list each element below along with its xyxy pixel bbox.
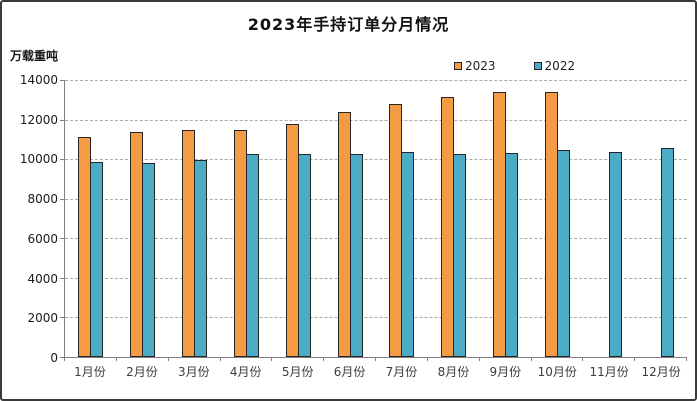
x-axis-tick bbox=[426, 357, 428, 361]
x-axis-tick bbox=[582, 357, 584, 361]
bar-group-11月份 bbox=[583, 80, 635, 357]
x-tick-label-3月份: 3月份 bbox=[177, 365, 210, 379]
x-axis-labels: 1月份 2月份 3月份 4月份 5月份 6月份 7月份 8月份 9月份 10月份 11月份 12月份 bbox=[64, 363, 687, 380]
legend-label-2023: 2023 bbox=[465, 59, 496, 73]
y-tick-label-0: 0 bbox=[50, 351, 58, 365]
bar-group-6月份 bbox=[324, 80, 376, 357]
legend-item-2022: 2022 bbox=[533, 59, 576, 73]
x-tick-label-10月份: 10月份 bbox=[537, 365, 577, 379]
y-tick-label-6000: 6000 bbox=[27, 231, 58, 246]
x-axis-tick bbox=[375, 357, 376, 361]
gridline-12000 bbox=[65, 119, 687, 121]
bar-groups bbox=[65, 80, 687, 357]
x-tick-label-6月份: 6月份 bbox=[333, 365, 366, 379]
x-tick-label-9月份: 9月份 bbox=[489, 365, 522, 379]
bar-2022-11月份 bbox=[608, 152, 622, 357]
y-axis-unit-label: 万载重吨 bbox=[10, 49, 59, 63]
x-axis-tick bbox=[530, 357, 532, 361]
x-tick-label-1月份: 1月份 bbox=[74, 365, 106, 379]
y-tick-label-12000: 12000 bbox=[19, 112, 58, 127]
y-tick-label-2000: 2000 bbox=[27, 311, 58, 326]
bar-group-2月份 bbox=[117, 80, 169, 357]
bar-group-5月份 bbox=[272, 80, 324, 357]
bar-2022-12月份 bbox=[660, 148, 674, 357]
y-tick-label-8000: 8000 bbox=[27, 192, 58, 207]
bar-group-12月份 bbox=[635, 80, 687, 357]
bar-2022-4月份 bbox=[245, 154, 259, 357]
x-tick-label-5月份: 5月份 bbox=[281, 365, 314, 379]
y-axis-tick bbox=[60, 119, 65, 121]
bar-group-7月份 bbox=[376, 80, 428, 357]
gridline-2000 bbox=[65, 317, 687, 319]
bar-2022-8月份 bbox=[453, 154, 467, 357]
bar-2022-5月份 bbox=[297, 154, 311, 357]
y-axis-tick bbox=[60, 159, 65, 161]
bar-2022-10月份 bbox=[556, 150, 570, 357]
x-tick-label-2月份: 2月份 bbox=[126, 365, 158, 379]
gridline-8000 bbox=[65, 198, 687, 200]
bar-2022-2月份 bbox=[142, 163, 156, 357]
bar-group-8月份 bbox=[428, 80, 480, 357]
bar-group-1月份 bbox=[65, 80, 117, 357]
plot-area bbox=[60, 80, 687, 361]
legend-label-2022: 2022 bbox=[544, 59, 576, 73]
x-axis-tick bbox=[478, 357, 480, 361]
bar-2022-9月份 bbox=[505, 152, 519, 357]
bar-group-4月份 bbox=[220, 80, 272, 357]
x-axis-tick bbox=[64, 357, 65, 361]
x-tick-label-8月份: 8月份 bbox=[437, 365, 470, 379]
y-axis-tick bbox=[60, 238, 65, 240]
legend-swatch-2022-icon bbox=[533, 62, 542, 70]
y-tick-label-14000: 14000 bbox=[19, 73, 58, 87]
x-axis-tick bbox=[167, 357, 169, 361]
x-tick-label-4月份: 4月份 bbox=[229, 365, 262, 379]
x-axis-tick bbox=[271, 357, 273, 361]
bar-group-3月份 bbox=[169, 80, 221, 357]
bar-2022-7月份 bbox=[401, 151, 415, 357]
gridline-10000 bbox=[65, 159, 687, 161]
y-axis-tick bbox=[60, 80, 65, 81]
y-axis-labels: 0 2000 4000 6000 8000 10000 12000 14000 bbox=[2, 73, 58, 365]
x-axis-tick bbox=[686, 357, 687, 361]
x-tick-label-11月份: 11月份 bbox=[589, 365, 629, 379]
legend-swatch-2023-icon bbox=[454, 62, 462, 70]
bar-2022-3月份 bbox=[194, 159, 208, 357]
gridline-4000 bbox=[65, 277, 687, 279]
x-tick-label-7月份: 7月份 bbox=[385, 365, 418, 379]
x-axis-tick bbox=[323, 357, 325, 361]
y-axis-tick bbox=[60, 357, 65, 358]
x-axis-tick bbox=[634, 357, 636, 361]
bar-group-9月份 bbox=[480, 80, 532, 357]
x-axis-tick bbox=[115, 357, 117, 361]
bar-2022-6月份 bbox=[349, 153, 363, 357]
gridline-6000 bbox=[65, 238, 687, 240]
y-axis-tick bbox=[60, 198, 65, 200]
y-tick-label-4000: 4000 bbox=[27, 271, 58, 286]
bar-group-10月份 bbox=[531, 80, 583, 357]
x-axis-tick bbox=[219, 357, 221, 361]
y-axis-tick bbox=[60, 317, 65, 319]
y-tick-label-10000: 10000 bbox=[19, 152, 58, 167]
bar-2022-1月份 bbox=[90, 161, 104, 357]
legend: 2023 2022 bbox=[454, 59, 575, 73]
y-axis-tick bbox=[60, 277, 65, 279]
chart-title: 2023年手持订单分月情况 bbox=[247, 15, 450, 34]
x-tick-label-12月份: 12月份 bbox=[641, 365, 681, 379]
legend-item-2023: 2023 bbox=[454, 59, 496, 73]
gridline-14000 bbox=[65, 80, 687, 81]
